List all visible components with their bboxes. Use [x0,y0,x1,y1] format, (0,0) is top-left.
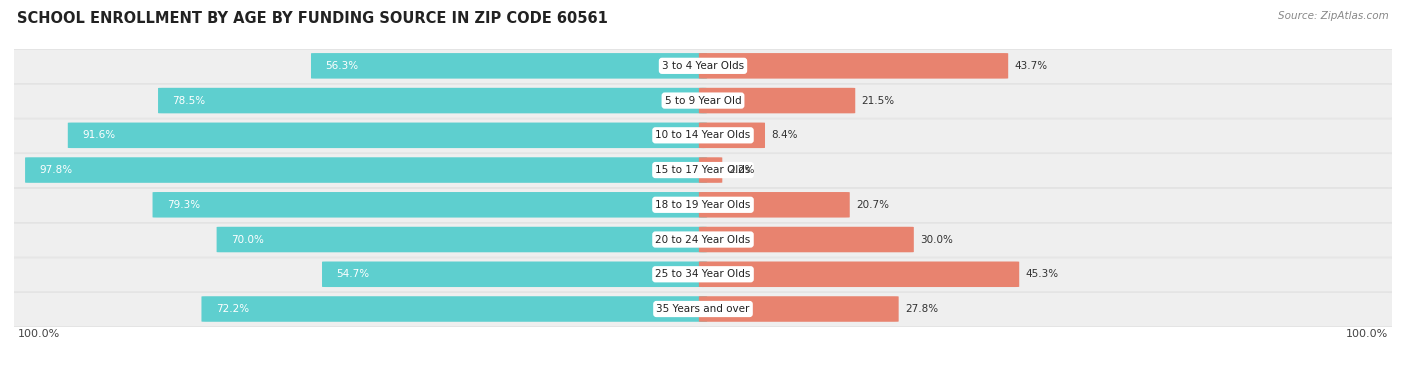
FancyBboxPatch shape [7,223,1399,257]
FancyBboxPatch shape [7,84,1399,118]
Text: 3 to 4 Year Olds: 3 to 4 Year Olds [662,61,744,71]
Text: SCHOOL ENROLLMENT BY AGE BY FUNDING SOURCE IN ZIP CODE 60561: SCHOOL ENROLLMENT BY AGE BY FUNDING SOUR… [17,11,607,26]
Text: 20 to 24 Year Olds: 20 to 24 Year Olds [655,234,751,245]
FancyBboxPatch shape [699,53,1008,79]
Text: 70.0%: 70.0% [231,234,264,245]
Text: 97.8%: 97.8% [39,165,73,175]
Text: 15 to 17 Year Olds: 15 to 17 Year Olds [655,165,751,175]
Text: 20.7%: 20.7% [856,200,889,210]
FancyBboxPatch shape [7,258,1399,292]
Text: 2.2%: 2.2% [728,165,755,175]
FancyBboxPatch shape [699,227,914,252]
FancyBboxPatch shape [152,192,707,218]
FancyBboxPatch shape [699,88,855,113]
Text: 54.7%: 54.7% [336,269,370,279]
FancyBboxPatch shape [699,157,723,183]
Text: 5 to 9 Year Old: 5 to 9 Year Old [665,96,741,106]
Text: 100.0%: 100.0% [1347,329,1389,339]
Text: 56.3%: 56.3% [325,61,359,71]
Text: 30.0%: 30.0% [920,234,953,245]
Text: Source: ZipAtlas.com: Source: ZipAtlas.com [1278,11,1389,21]
FancyBboxPatch shape [217,227,707,252]
FancyBboxPatch shape [25,157,707,183]
Text: 45.3%: 45.3% [1025,269,1059,279]
Text: 25 to 34 Year Olds: 25 to 34 Year Olds [655,269,751,279]
Text: 27.8%: 27.8% [905,304,938,314]
Text: 91.6%: 91.6% [83,130,115,140]
FancyBboxPatch shape [322,262,707,287]
FancyBboxPatch shape [7,293,1399,326]
Text: 18 to 19 Year Olds: 18 to 19 Year Olds [655,200,751,210]
FancyBboxPatch shape [699,296,898,322]
FancyBboxPatch shape [7,49,1399,83]
FancyBboxPatch shape [699,123,765,148]
FancyBboxPatch shape [201,296,707,322]
FancyBboxPatch shape [699,192,849,218]
FancyBboxPatch shape [311,53,707,79]
Text: 43.7%: 43.7% [1014,61,1047,71]
FancyBboxPatch shape [157,88,707,113]
FancyBboxPatch shape [67,123,707,148]
Text: 35 Years and over: 35 Years and over [657,304,749,314]
Text: 100.0%: 100.0% [17,329,59,339]
Text: 10 to 14 Year Olds: 10 to 14 Year Olds [655,130,751,140]
Text: 79.3%: 79.3% [167,200,200,210]
Text: 21.5%: 21.5% [862,96,894,106]
FancyBboxPatch shape [7,188,1399,222]
FancyBboxPatch shape [7,154,1399,188]
Text: 78.5%: 78.5% [173,96,205,106]
Text: 72.2%: 72.2% [217,304,249,314]
Text: 8.4%: 8.4% [772,130,797,140]
FancyBboxPatch shape [7,119,1399,153]
FancyBboxPatch shape [699,262,1019,287]
